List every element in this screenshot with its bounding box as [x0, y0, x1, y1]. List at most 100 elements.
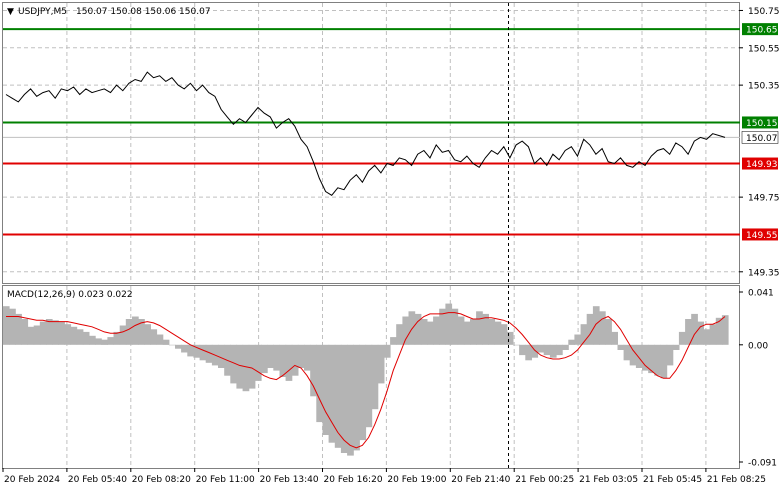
macd-tick-label: -0.091 — [748, 459, 777, 469]
macd-bar — [463, 321, 471, 345]
macd-bar — [21, 319, 29, 345]
macd-bar — [543, 344, 551, 356]
macd-bar — [531, 344, 539, 358]
price-panel — [2, 2, 740, 284]
macd-bar — [168, 344, 176, 346]
macd-bar — [254, 344, 262, 381]
macd-bar — [402, 316, 410, 345]
macd-bar — [64, 324, 72, 345]
macd-bar — [525, 344, 532, 361]
macd-signal-line — [6, 312, 726, 449]
macd-bar — [427, 321, 434, 345]
level-price-label: 149.93 — [746, 160, 778, 170]
current-price-label: 150.07 — [746, 134, 778, 144]
macd-bar — [623, 344, 631, 361]
macd-bar — [549, 344, 557, 358]
price-series — [5, 71, 726, 196]
macd-bar — [138, 319, 145, 345]
macd-bar — [27, 326, 35, 345]
time-tick-label: 20 Feb 16:20 — [324, 475, 383, 485]
macd-bar — [101, 339, 108, 345]
macd-bar — [672, 344, 680, 350]
macd-axis: 0.041 0.00 -0.091 — [739, 289, 777, 469]
time-tick-label: 21 Feb 08:25 — [707, 475, 766, 485]
macd-bar — [568, 339, 575, 345]
time-tick-label: 21 Feb 05:45 — [643, 475, 702, 485]
collapse-arrow-icon[interactable]: ▼ — [7, 7, 14, 17]
price-grid — [3, 3, 739, 283]
macd-bar — [371, 344, 379, 410]
symbol-label: USDJPY,M5 — [18, 7, 67, 17]
macd-bar — [150, 329, 158, 345]
macd-bar — [273, 344, 280, 371]
macd-bar — [439, 308, 446, 345]
macd-bar — [691, 313, 698, 345]
macd-bar — [556, 344, 563, 356]
macd-bar — [107, 337, 115, 345]
macd-bar — [721, 315, 729, 345]
macd-bar — [70, 326, 78, 345]
current-price-tag — [741, 131, 779, 144]
macd-bar — [660, 344, 668, 379]
macd-bar — [457, 316, 465, 345]
macd-bar — [685, 319, 692, 345]
macd-bar — [291, 344, 299, 376]
macd-bar — [248, 344, 256, 389]
level-lines[interactable]: 150.65 150.15 149.93 149.55 150.07 — [3, 23, 779, 241]
macd-bar — [2, 306, 10, 345]
macd-bar — [297, 344, 305, 368]
macd-bar — [476, 311, 483, 345]
time-tick-label: 20 Feb 05:40 — [68, 475, 127, 485]
signal-line — [6, 312, 726, 449]
macd-bar — [396, 324, 403, 345]
macd-bar — [205, 344, 213, 363]
macd-bar — [592, 306, 600, 345]
macd-bar — [470, 319, 477, 345]
macd-bar — [390, 337, 397, 345]
time-tick-label: 20 Feb 13:40 — [260, 475, 319, 485]
macd-bar — [310, 344, 317, 397]
price-tick-label: 150.75 — [748, 7, 780, 17]
macd-bar — [420, 319, 428, 345]
macd-bar — [261, 344, 268, 374]
macd-bar — [537, 344, 545, 353]
macd-bar — [52, 320, 59, 345]
macd-bar — [353, 344, 360, 451]
macd-bar — [230, 344, 237, 384]
macd-bar — [334, 344, 342, 448]
level-price-label: 150.15 — [746, 119, 778, 129]
macd-bar — [76, 329, 84, 345]
macd-bar — [144, 324, 151, 345]
macd-bar — [267, 344, 274, 368]
macd-bar — [709, 324, 717, 345]
macd-bar — [187, 344, 194, 357]
macd-bar — [156, 334, 164, 345]
macd-bar — [316, 344, 323, 423]
macd-bar — [445, 303, 453, 345]
ohlc-readout: 150.07 150.08 150.06 150.07 — [76, 7, 211, 17]
macd-bar — [359, 344, 367, 441]
macd-bar — [433, 316, 440, 345]
time-axis: 20 Feb 2024 20 Feb 05:40 20 Feb 08:20 20 Fe… — [2, 468, 766, 485]
price-tick-label: 149.75 — [748, 194, 780, 204]
macd-bar — [611, 331, 618, 345]
time-tick-label: 20 Feb 2024 — [4, 475, 60, 485]
macd-bar — [451, 308, 459, 345]
macd-bar — [635, 344, 643, 368]
macd-bar — [285, 344, 293, 381]
macd-bar — [377, 344, 385, 384]
macd-bar — [199, 344, 207, 361]
macd-bar — [304, 344, 311, 371]
macd-bar — [605, 319, 612, 345]
macd-bar — [629, 344, 637, 366]
macd-header: MACD(12,26,9) 0.023 0.022 — [7, 290, 133, 300]
level-price-tag — [742, 116, 778, 129]
macd-bar — [697, 321, 704, 345]
macd-bar — [347, 344, 354, 456]
macd-bar — [562, 344, 569, 350]
price-tick-label: 149.35 — [748, 268, 780, 278]
macd-bar — [218, 344, 225, 368]
macd-bar — [513, 344, 520, 346]
